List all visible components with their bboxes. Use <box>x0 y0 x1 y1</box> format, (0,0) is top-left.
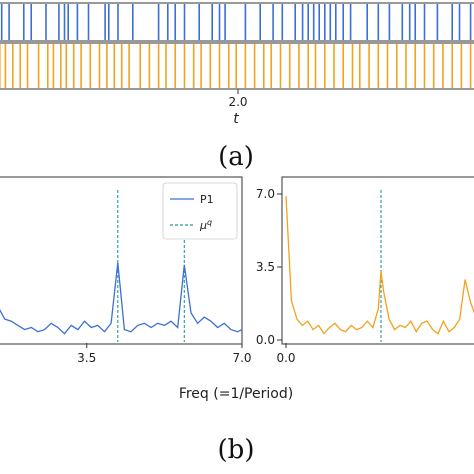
spectrum-right-frame <box>281 176 474 345</box>
raster-x-axis-label: t <box>233 111 239 127</box>
legend-label-p1: P1 <box>200 193 214 206</box>
series-line-p1 <box>0 262 243 335</box>
left-x-tick-label-0: 3.5 <box>77 351 96 365</box>
legend: P1 μq <box>162 182 238 240</box>
spectrum-x-axis-label: Freq (=1/Period) <box>179 386 293 402</box>
left-x-tick-label-1: 7.0 <box>232 351 251 365</box>
spectrum-right-panel: 0.00.0 3.5 7.0 <box>256 176 474 365</box>
right-x-tick-label-0: 0.0 <box>276 351 295 365</box>
right-y-tick-label-0: 0.0 <box>256 333 275 347</box>
panel-a-label: (a) <box>218 142 254 172</box>
right-y-tick-label-2: 7.0 <box>256 187 275 201</box>
raster-top-panel <box>0 2 474 42</box>
right-y-tick-label-1: 3.5 <box>256 260 275 274</box>
spectrum-left-frame <box>0 176 243 345</box>
raster-x-tick-label: 2.0 <box>228 95 247 109</box>
spectrum-left-panel: 3.5 7.0 P1 μq <box>0 176 252 365</box>
series-line-right <box>285 196 474 335</box>
raster-bottom-panel <box>0 42 474 94</box>
raster-top-frame <box>0 2 474 42</box>
panel-b-label: (b) <box>218 435 255 465</box>
